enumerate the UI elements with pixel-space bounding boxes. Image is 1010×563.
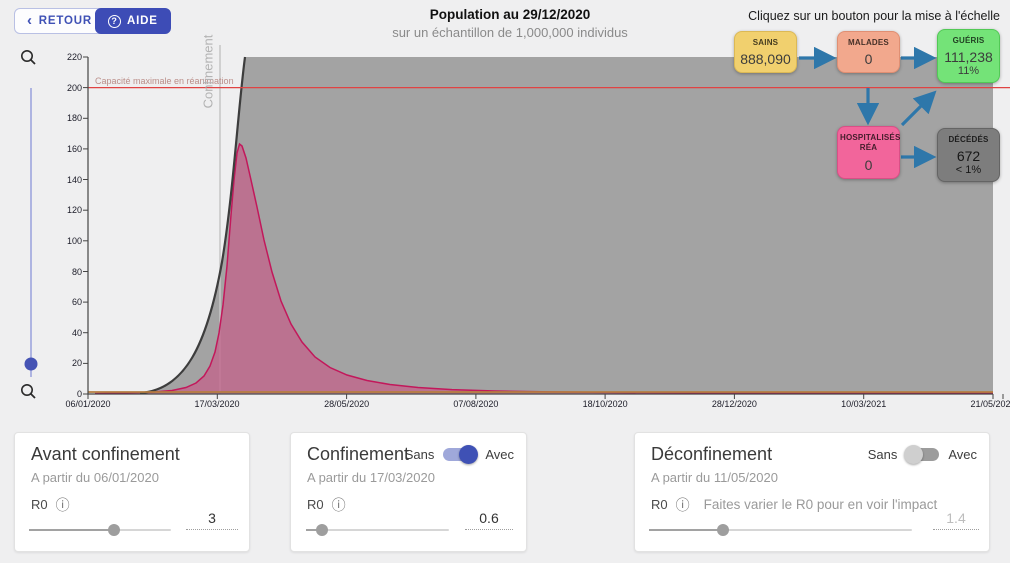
info-icon[interactable]: ⓘ	[675, 496, 690, 513]
r0-slider-thumb[interactable]	[108, 524, 121, 536]
x-tick-marks	[87, 394, 1004, 399]
back-button-label: RETOUR	[38, 15, 92, 27]
x-tick-label: 10/03/2021	[841, 399, 887, 409]
y-tick-label: 220	[66, 52, 82, 62]
y-tick-label: 60	[71, 297, 82, 308]
recovered-area	[140, 57, 993, 393]
flow-box-value: 0	[864, 51, 873, 68]
y-tick-label: 160	[66, 143, 82, 154]
y-tick-label: 100	[66, 235, 82, 246]
x-tick-label: 28/12/2020	[711, 399, 757, 409]
y-tick-label: 20	[71, 358, 82, 369]
help-button[interactable]: ? AIDE	[95, 8, 171, 34]
panel-subtitle: A partir du 06/01/2020	[31, 470, 159, 485]
flow-box-hospitalises-rea[interactable]: HOSPITALISÉS RÉA 0	[837, 126, 900, 179]
flow-box-percent: 11%	[957, 65, 980, 78]
r0-slider[interactable]	[649, 524, 912, 536]
flow-box-decedes[interactable]: DÉCÉDÉS 672 < 1%	[937, 128, 1000, 183]
panel-title: Confinement	[307, 444, 410, 464]
confinement-line-label: Confinement	[200, 34, 216, 109]
y-tick-label: 180	[66, 113, 82, 124]
x-tick-label: 18/10/2020	[582, 399, 628, 409]
confinement-toggle[interactable]	[443, 445, 479, 464]
x-tick-label: 07/08/2020	[453, 399, 499, 409]
zoom-in-icon	[20, 49, 33, 62]
panel-subtitle: A partir du 17/03/2020	[307, 470, 435, 485]
zoom-slider-thumb	[24, 357, 38, 371]
y-tick-marks	[83, 56, 88, 395]
r0-hint-text: Faites varier le R0 pour en voir l'impac…	[703, 497, 938, 512]
y-tick-label: 80	[71, 266, 82, 277]
flow-box-label: DÉCÉDÉS	[948, 135, 989, 144]
toggle-off-label: Sans	[867, 447, 898, 462]
page-subtitle: sur un échantillon de 1,000,000 individu…	[392, 25, 628, 40]
help-button-label: AIDE	[127, 15, 158, 27]
x-tick-label: 21/05/2021	[970, 399, 1010, 409]
panel-title: Avant confinement	[31, 444, 180, 464]
capacity-line-label: Capacité maximale en réanimation	[95, 76, 234, 86]
chart-zoom-slider	[20, 49, 38, 399]
r0-slider[interactable]	[29, 524, 171, 536]
panel-avant-confinement: Avant confinement A partir du 06/01/2020…	[14, 432, 250, 552]
panel-deconfinement: Déconfinement Sans Avec A partir du 11/0…	[634, 432, 990, 552]
flow-box-sains[interactable]: SAINS 888,090	[734, 31, 797, 74]
chevron-left-icon: ‹	[27, 11, 33, 29]
panel-subtitle: A partir du 11/05/2020	[651, 470, 778, 485]
r0-slider-thumb[interactable]	[716, 524, 729, 536]
flow-box-label: GUÉRIS	[952, 36, 985, 45]
toggle-off-label: Sans	[404, 447, 435, 462]
r0-label: R0	[651, 497, 668, 512]
flow-box-percent: < 1%	[955, 164, 982, 177]
flow-box-label: MALADES	[848, 38, 889, 47]
help-icon: ?	[108, 14, 121, 28]
flow-box-value: 888,090	[740, 51, 791, 68]
y-tick-label: 0	[76, 389, 82, 399]
y-tick-label: 200	[66, 82, 82, 93]
r0-value-input[interactable]: 1.4	[933, 510, 979, 530]
back-button[interactable]: ‹ RETOUR	[14, 8, 105, 34]
panel-confinement: Confinement Sans Avec A partir du 17/03/…	[290, 432, 527, 552]
flow-box-value: 672	[956, 148, 981, 165]
recovered-curve-edge	[139, 56, 247, 395]
r0-value-input[interactable]: 0.6	[465, 510, 513, 530]
toggle-on-label: Avec	[948, 447, 977, 462]
x-tick-label: 06/01/2020	[65, 399, 111, 409]
x-tick-label: 28/05/2020	[324, 399, 370, 409]
info-icon[interactable]: ⓘ	[331, 496, 346, 513]
y-tick-label: 40	[71, 327, 82, 338]
flow-box-value: 111,238	[944, 49, 993, 66]
deconfinement-toggle[interactable]	[904, 445, 940, 464]
flow-box-gueris[interactable]: GUÉRIS 111,238 11%	[937, 29, 1000, 84]
epidemic-chart	[20, 45, 1010, 399]
r0-slider-thumb[interactable]	[315, 524, 328, 536]
x-tick-label: 17/03/2020	[194, 399, 240, 409]
y-tick-label: 140	[66, 174, 82, 185]
flow-box-label: SAINS	[752, 38, 779, 47]
toggle-on-label: Avec	[485, 447, 514, 462]
scale-hint-text: Cliquez sur un bouton pour la mise à l'é…	[748, 9, 1000, 23]
r0-value-input[interactable]: 3	[186, 510, 238, 530]
panel-title: Déconfinement	[651, 444, 773, 464]
info-icon[interactable]: ⓘ	[55, 496, 70, 513]
page-title: Population au 29/12/2020	[429, 7, 591, 22]
flow-box-malades[interactable]: MALADES 0	[837, 31, 900, 74]
y-tick-label: 120	[66, 205, 82, 216]
r0-label: R0	[31, 497, 48, 512]
flow-box-value: 0	[864, 156, 873, 173]
flow-box-label: HOSPITALISÉS RÉA	[840, 133, 901, 153]
r0-slider[interactable]	[306, 524, 449, 536]
r0-label: R0	[307, 497, 324, 512]
reanimation-curve	[94, 142, 994, 395]
zoom-out-icon	[20, 383, 33, 396]
